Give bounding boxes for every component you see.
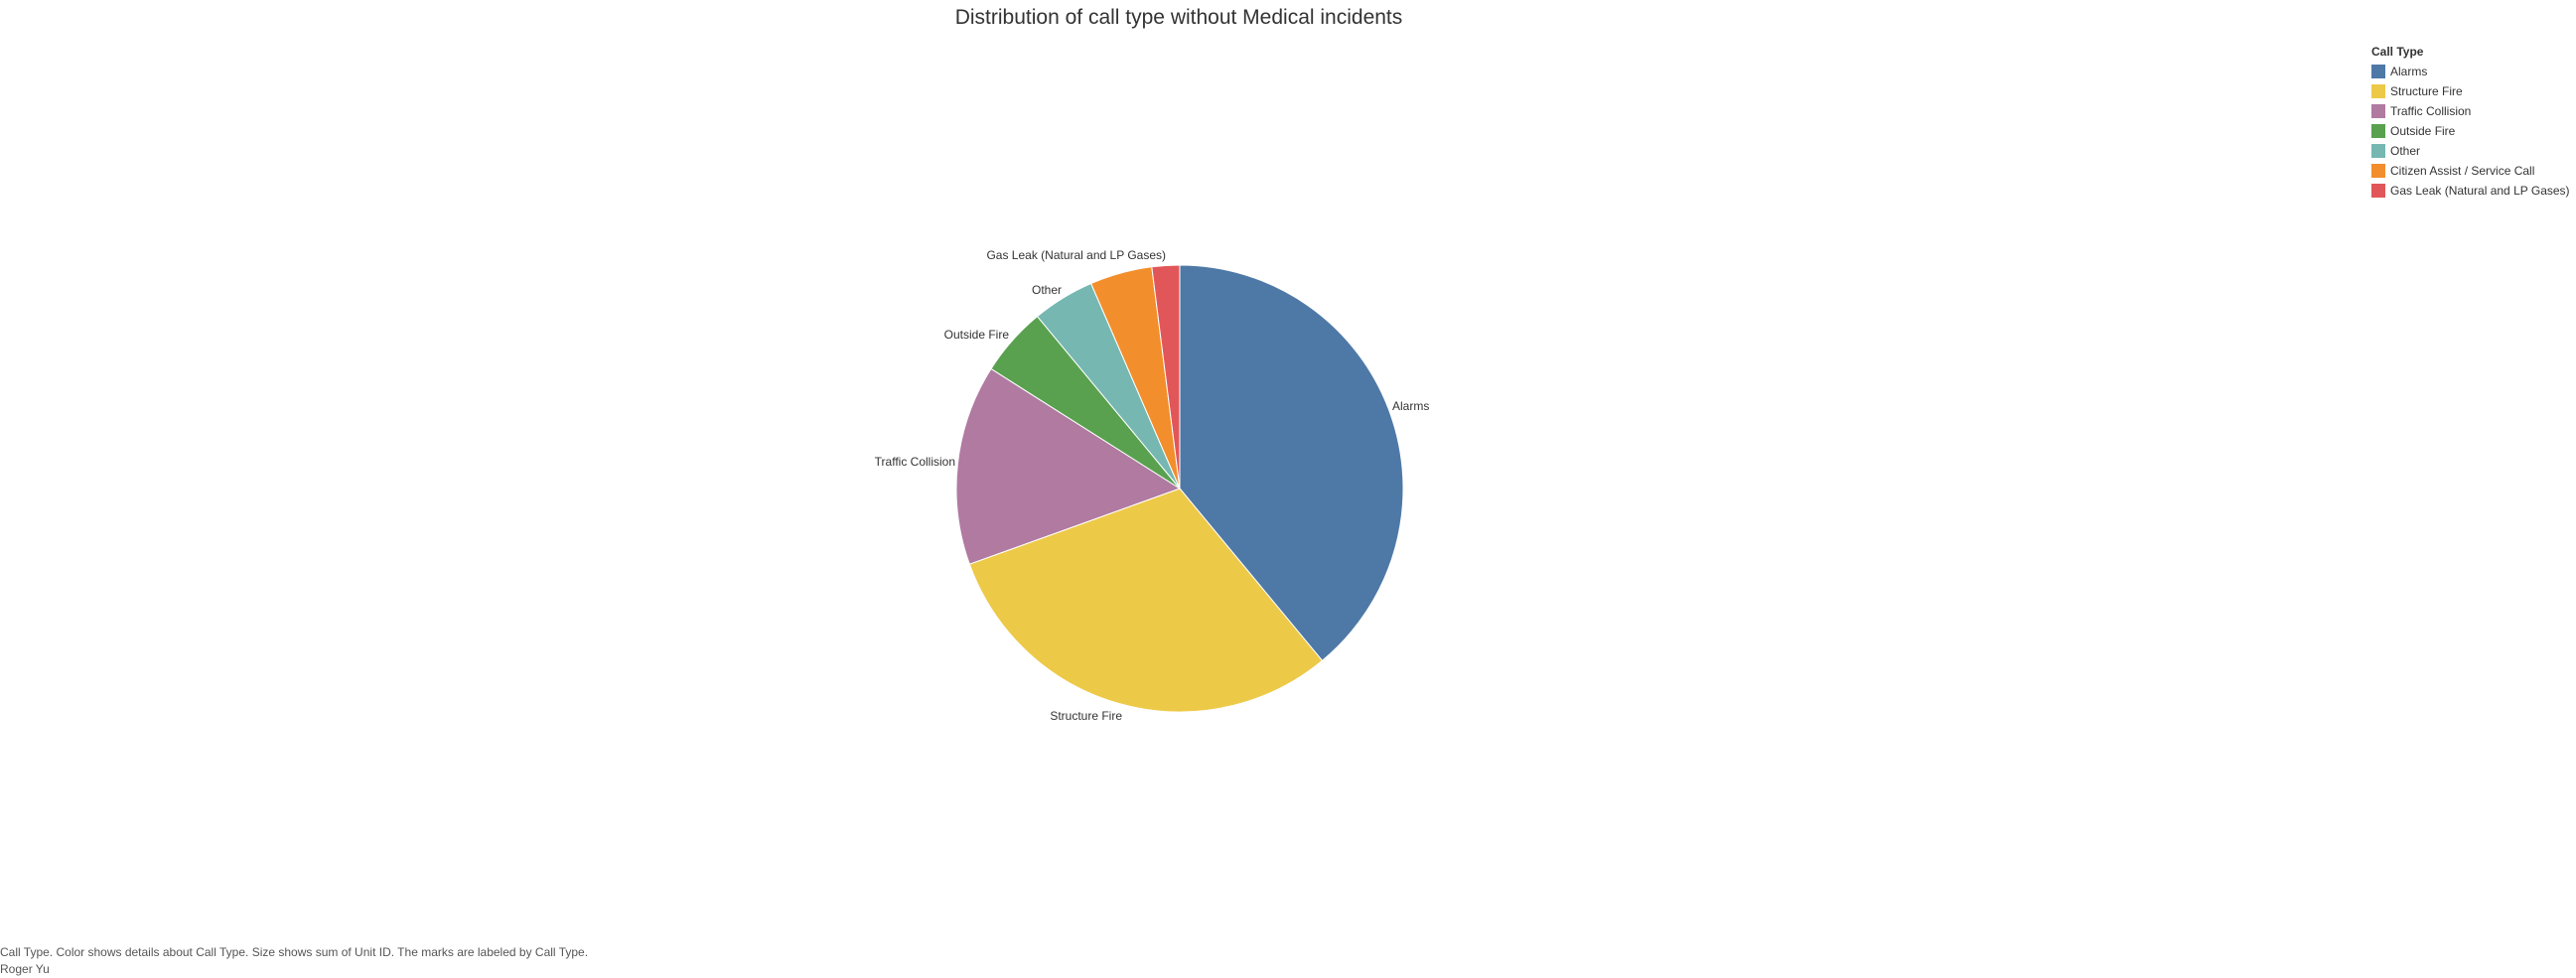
legend-item-traffic-collision[interactable]: Traffic Collision [2371,101,2570,121]
legend-swatch [2371,104,2385,118]
pie-slices [955,264,1404,713]
pie-slice-structure-fire[interactable] [968,488,1324,713]
pie-slice-alarms[interactable] [1179,264,1404,662]
legend-swatch [2371,184,2385,198]
slice-label-gas-leak-natural-and-lp-gases: Gas Leak (Natural and LP Gases) [986,248,1166,262]
legend-item-alarms[interactable]: Alarms [2371,62,2570,81]
legend-swatch [2371,144,2385,158]
slice-label-outside-fire: Outside Fire [944,328,1010,342]
slice-label-alarms: Alarms [1392,399,1429,413]
legend-label: Outside Fire [2390,124,2456,138]
chart-title: Distribution of call type without Medica… [954,6,1403,29]
legend-item-gas-leak-natural-and-lp-gases[interactable]: Gas Leak (Natural and LP Gases) [2371,181,2570,201]
pie-slice-gas-leak-natural-and-lp-gases[interactable] [1151,264,1181,489]
slice-label-structure-fire: Structure Fire [1050,709,1122,723]
legend-items: Alarms Structure Fire Traffic Collision Out… [2371,62,2570,201]
legend-item-structure-fire[interactable]: Structure Fire [2371,81,2570,101]
chart-caption: Call Type. Color shows details about Cal… [0,944,588,978]
legend-label: Structure Fire [2390,84,2463,98]
pie-slice-traffic-collision[interactable] [955,367,1182,565]
legend-item-outside-fire[interactable]: Outside Fire [2371,121,2570,141]
caption-description: Call Type. Color shows details about Cal… [0,945,589,959]
legend-item-other[interactable]: Other [2371,141,2570,161]
legend-label: Other [2390,144,2421,158]
legend-label: Traffic Collision [2390,104,2472,118]
legend-item-citizen-assist-service-call[interactable]: Citizen Assist / Service Call [2371,161,2570,181]
legend-title: Call Type [2371,45,2424,59]
legend-label: Gas Leak (Natural and LP Gases) [2390,184,2570,198]
legend-swatch [2371,124,2385,138]
pie-slice-labels: Alarms Structure Fire Traffic Collision Out… [875,248,1430,723]
caption-author: Roger Yu [0,962,50,976]
legend-label: Alarms [2390,65,2428,78]
legend: Call Type Alarms Structure Fire Traffic Co… [2371,45,2570,201]
slice-label-other: Other [1032,283,1062,297]
legend-swatch [2371,164,2385,178]
legend-label: Citizen Assist / Service Call [2390,164,2535,178]
slice-label-traffic-collision: Traffic Collision [875,455,955,469]
legend-swatch [2371,65,2385,78]
legend-swatch [2371,84,2385,98]
